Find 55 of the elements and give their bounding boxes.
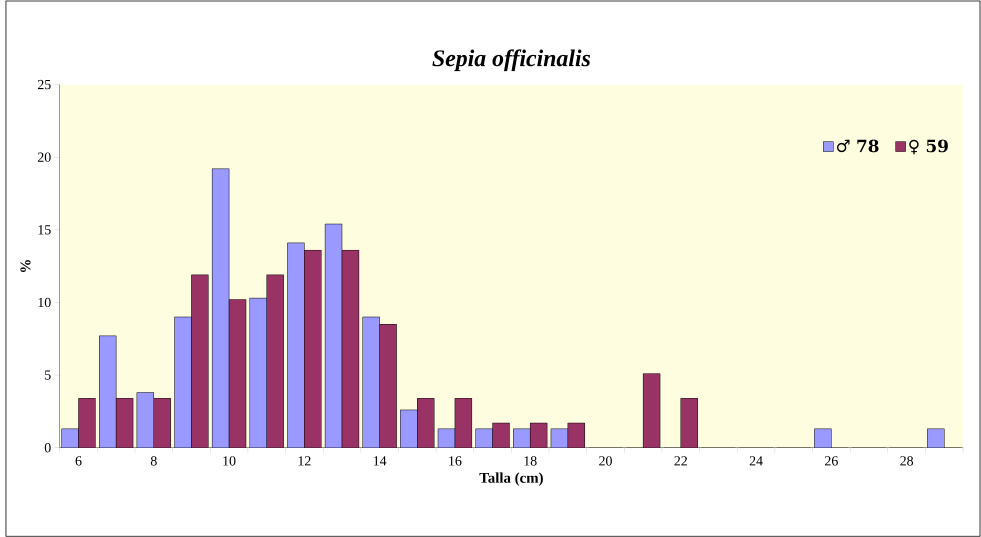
bar <box>229 299 246 448</box>
legend-label: ♂ 78 <box>836 139 879 152</box>
x-tick-label: 26 <box>825 456 838 466</box>
chart-title: Sepia officinalis <box>432 49 590 72</box>
x-tick-label: 6 <box>76 456 82 466</box>
bar <box>191 274 208 448</box>
bar <box>174 316 192 448</box>
bar <box>154 398 171 448</box>
x-tick-label: 14 <box>374 456 386 466</box>
bar <box>136 392 154 448</box>
bar <box>927 428 945 448</box>
bar <box>454 398 472 448</box>
x-tick-label: 10 <box>223 456 236 466</box>
y-tick-label: 25 <box>38 80 51 90</box>
bar <box>476 428 493 448</box>
x-tick-label: 16 <box>449 456 462 466</box>
legend-label: ♀ 59 <box>909 139 948 154</box>
x-tick-label: 24 <box>750 456 763 466</box>
x-tick-label: 22 <box>674 456 687 466</box>
bar <box>325 224 342 448</box>
bar <box>116 398 134 448</box>
bar <box>287 242 304 448</box>
y-tick-label: 10 <box>38 298 51 308</box>
bar <box>643 374 660 448</box>
bar <box>78 398 96 448</box>
y-tick-label: 5 <box>45 370 51 380</box>
bar <box>342 250 359 448</box>
x-tick-label: 28 <box>900 456 914 466</box>
bar <box>568 422 585 448</box>
bar <box>362 316 380 448</box>
bar <box>814 428 832 448</box>
bar <box>680 398 698 448</box>
y-tick-label: 15 <box>38 225 51 234</box>
bar <box>530 422 548 448</box>
bar <box>417 398 434 448</box>
bar <box>492 422 510 448</box>
bar <box>266 274 284 448</box>
bar <box>62 428 79 448</box>
x-tick-label: 20 <box>599 456 612 466</box>
bar <box>304 250 322 448</box>
bar <box>212 168 230 448</box>
bar <box>380 324 397 448</box>
y-tick-label: 0 <box>44 442 51 452</box>
bar <box>513 428 530 448</box>
x-tick-label: 8 <box>150 456 157 466</box>
bar <box>400 410 418 448</box>
bar <box>438 428 455 448</box>
x-tick-label: 18 <box>524 456 537 466</box>
x-axis-title: Talla (cm) <box>479 472 543 486</box>
bar <box>250 298 267 448</box>
x-tick-label: 12 <box>298 456 311 466</box>
y-axis-title: % <box>20 260 31 272</box>
bar <box>99 336 116 448</box>
y-tick-label: 20 <box>38 152 51 162</box>
bar <box>550 428 568 448</box>
